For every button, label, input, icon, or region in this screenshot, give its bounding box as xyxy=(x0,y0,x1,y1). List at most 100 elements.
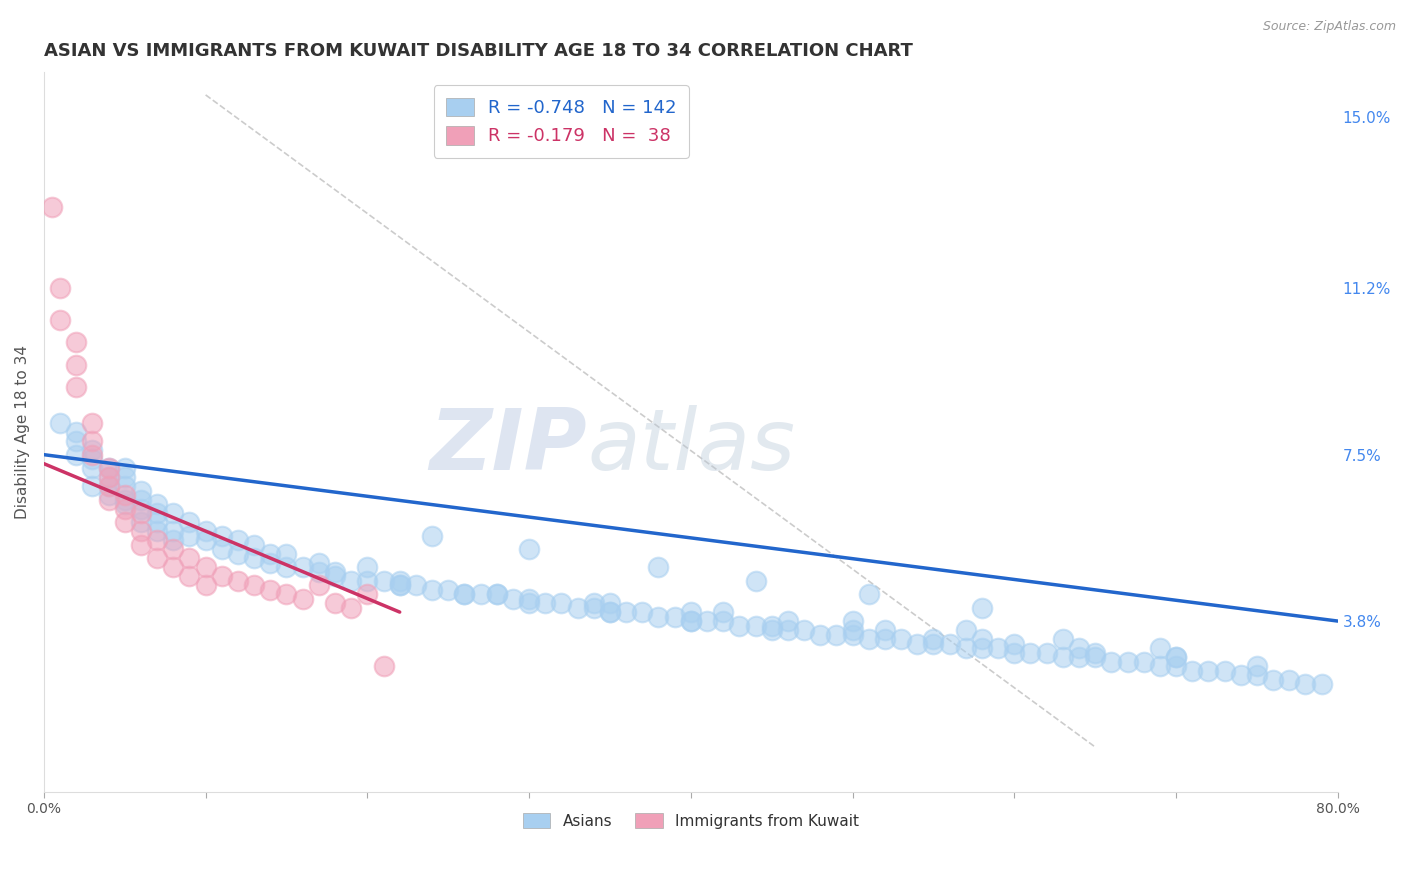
Point xyxy=(162,533,184,548)
Point xyxy=(599,605,621,619)
Point xyxy=(114,501,136,516)
Point xyxy=(146,515,169,529)
Point xyxy=(647,609,669,624)
Text: ZIP: ZIP xyxy=(430,405,588,488)
Point xyxy=(517,596,540,610)
Point xyxy=(453,587,475,601)
Point xyxy=(194,524,217,538)
Point xyxy=(970,600,993,615)
Point xyxy=(308,578,330,592)
Point xyxy=(243,578,266,592)
Point xyxy=(323,565,346,579)
Text: Source: ZipAtlas.com: Source: ZipAtlas.com xyxy=(1263,20,1396,33)
Point xyxy=(437,582,460,597)
Point xyxy=(194,533,217,548)
Point xyxy=(97,479,120,493)
Point xyxy=(146,551,169,566)
Point xyxy=(179,569,201,583)
Point xyxy=(905,636,928,650)
Point xyxy=(922,636,945,650)
Point xyxy=(1035,646,1057,660)
Point xyxy=(179,528,201,542)
Point xyxy=(114,497,136,511)
Point xyxy=(82,461,104,475)
Point xyxy=(179,551,201,566)
Point xyxy=(470,587,492,601)
Point xyxy=(1181,664,1204,678)
Point xyxy=(1229,668,1251,682)
Point xyxy=(114,479,136,493)
Point xyxy=(1116,655,1139,669)
Point xyxy=(873,623,896,637)
Point xyxy=(82,434,104,449)
Point xyxy=(65,358,87,372)
Point xyxy=(259,582,281,597)
Point xyxy=(679,614,702,628)
Point xyxy=(808,627,831,641)
Point xyxy=(97,461,120,475)
Point xyxy=(162,524,184,538)
Point xyxy=(534,596,557,610)
Point xyxy=(938,636,960,650)
Point xyxy=(179,515,201,529)
Point xyxy=(276,547,298,561)
Point xyxy=(1019,646,1042,660)
Point xyxy=(453,587,475,601)
Point xyxy=(129,538,152,552)
Point xyxy=(1002,636,1025,650)
Point xyxy=(1164,650,1187,665)
Point xyxy=(243,551,266,566)
Point xyxy=(1294,677,1316,691)
Point xyxy=(82,416,104,430)
Text: ASIAN VS IMMIGRANTS FROM KUWAIT DISABILITY AGE 18 TO 34 CORRELATION CHART: ASIAN VS IMMIGRANTS FROM KUWAIT DISABILI… xyxy=(44,42,912,60)
Point xyxy=(873,632,896,646)
Point xyxy=(129,524,152,538)
Point xyxy=(114,488,136,502)
Point xyxy=(276,587,298,601)
Point xyxy=(728,618,751,632)
Point xyxy=(49,416,72,430)
Point xyxy=(82,479,104,493)
Legend: Asians, Immigrants from Kuwait: Asians, Immigrants from Kuwait xyxy=(517,806,865,835)
Point xyxy=(1067,641,1090,656)
Point xyxy=(259,556,281,570)
Point xyxy=(276,560,298,574)
Point xyxy=(599,605,621,619)
Point xyxy=(41,200,63,214)
Point xyxy=(405,578,427,592)
Point xyxy=(1067,650,1090,665)
Point xyxy=(1213,664,1236,678)
Point xyxy=(97,470,120,484)
Point xyxy=(679,605,702,619)
Point xyxy=(1197,664,1219,678)
Point xyxy=(1084,650,1107,665)
Point xyxy=(696,614,718,628)
Point xyxy=(776,623,799,637)
Point xyxy=(711,605,734,619)
Point xyxy=(388,574,411,588)
Point xyxy=(761,618,783,632)
Point xyxy=(664,609,686,624)
Point xyxy=(129,483,152,498)
Point xyxy=(97,488,120,502)
Point xyxy=(323,569,346,583)
Point xyxy=(82,448,104,462)
Point xyxy=(194,560,217,574)
Point xyxy=(97,492,120,507)
Point xyxy=(582,596,605,610)
Point xyxy=(420,582,443,597)
Point xyxy=(582,600,605,615)
Point xyxy=(1164,659,1187,673)
Point xyxy=(194,578,217,592)
Point xyxy=(841,614,863,628)
Point xyxy=(420,528,443,542)
Point xyxy=(65,434,87,449)
Point xyxy=(308,565,330,579)
Point xyxy=(1246,659,1268,673)
Point xyxy=(550,596,572,610)
Point xyxy=(1052,650,1074,665)
Point xyxy=(1246,668,1268,682)
Point xyxy=(146,524,169,538)
Point xyxy=(970,632,993,646)
Point xyxy=(162,560,184,574)
